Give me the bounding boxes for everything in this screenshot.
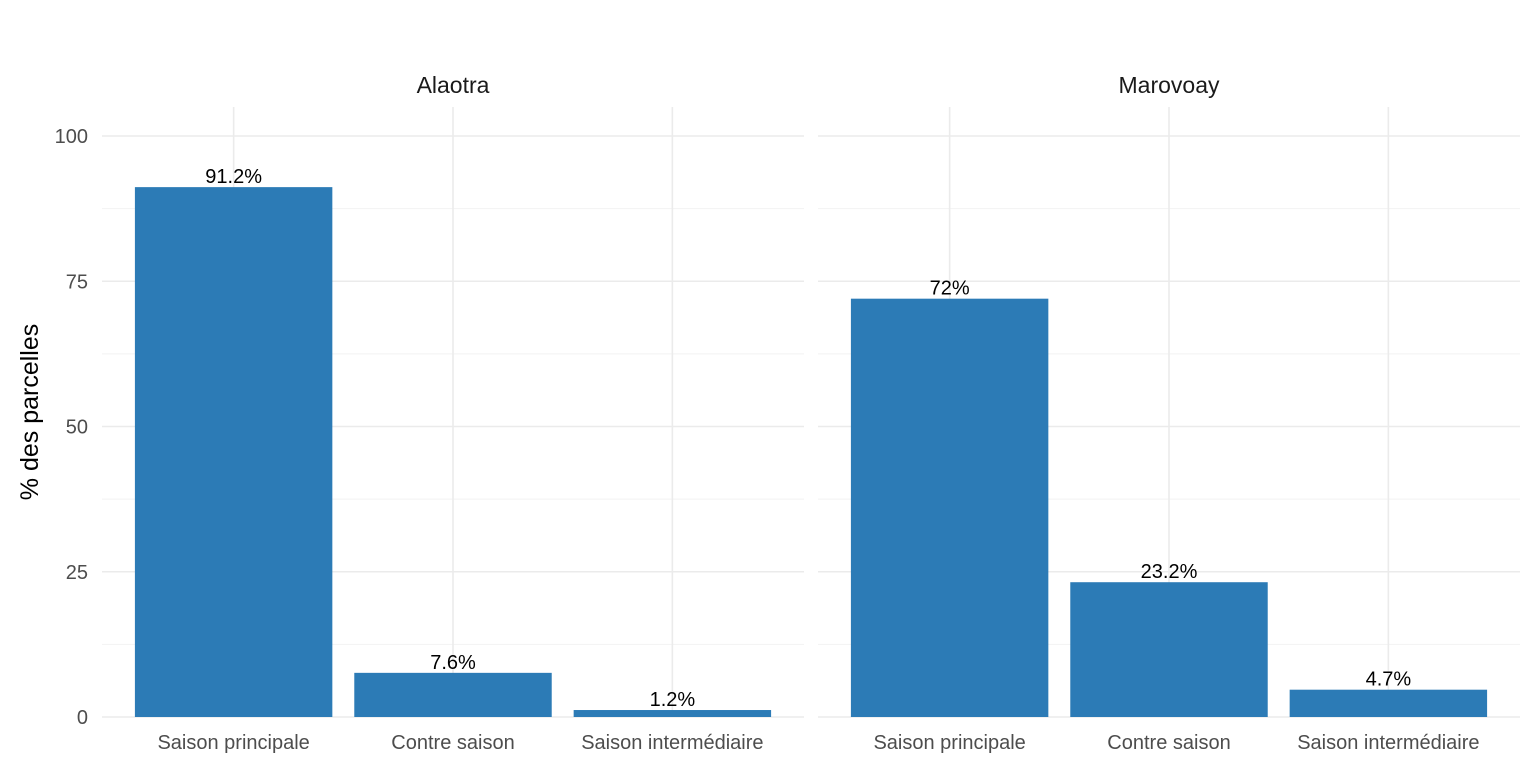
y-tick-label-3: 75	[66, 271, 88, 293]
bar-0-1	[354, 672, 552, 717]
data-label-0-1: 7.6%	[430, 652, 476, 674]
x-tick-label-1-1: Contre saison	[1107, 732, 1230, 754]
bar-0-0	[134, 187, 333, 718]
y-tick-label-4: 100	[55, 126, 88, 148]
y-tick-label-1: 25	[66, 562, 88, 584]
x-tick-label-0-2: Saison intermédiaire	[581, 732, 763, 754]
bar-1-1	[1070, 582, 1268, 717]
y-tick-label-2: 50	[66, 417, 88, 439]
x-tick-label-1-0: Saison principale	[873, 732, 1025, 754]
x-tick-label-0-1: Contre saison	[391, 732, 514, 754]
x-tick-label-1-2: Saison intermédiaire	[1297, 732, 1479, 754]
facet-title-1: Marovoay	[1119, 72, 1220, 98]
data-label-0-2: 1.2%	[650, 689, 696, 711]
x-tick-label-0-0: Saison principale	[157, 732, 309, 754]
bar-1-2	[1289, 689, 1488, 717]
y-tick-label-0: 0	[77, 707, 88, 729]
bar-0-2	[573, 710, 772, 717]
data-label-0-0: 91.2%	[205, 166, 262, 188]
y-axis-title: % des parcelles	[16, 324, 44, 500]
data-label-1-2: 4.7%	[1366, 669, 1412, 691]
data-label-1-1: 23.2%	[1141, 561, 1198, 583]
data-label-1-0: 72%	[930, 278, 970, 300]
bar-1-0	[850, 298, 1049, 717]
facet-title-0: Alaotra	[417, 72, 490, 98]
